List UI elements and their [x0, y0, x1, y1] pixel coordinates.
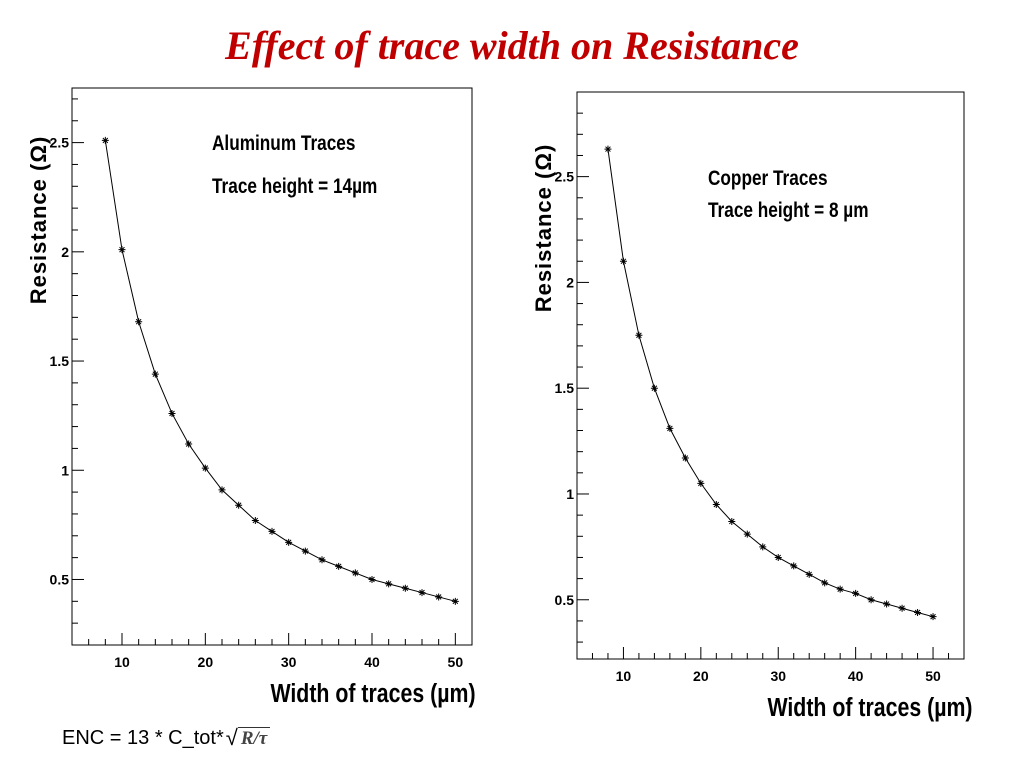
y-tick-label: 1 [566, 486, 574, 502]
x-axis-title: Width of traces (µm) [270, 679, 475, 709]
data-point-marker [451, 597, 459, 605]
data-point-marker [821, 579, 829, 587]
data-point-marker [268, 527, 276, 535]
data-point-marker [681, 454, 689, 462]
data-point-marker [118, 246, 126, 254]
data-point-marker [759, 543, 767, 551]
data-point-marker [418, 589, 426, 597]
data-point-marker [151, 370, 159, 378]
radicand: R/τ [237, 727, 271, 750]
y-tick-label: 0.5 [50, 571, 70, 587]
x-tick-label: 20 [693, 668, 709, 684]
radical-sign: √ [225, 725, 238, 750]
x-tick-label: 40 [848, 668, 864, 684]
x-tick-label: 30 [770, 668, 786, 684]
y-tick-label: 1.5 [50, 353, 70, 369]
y-tick-label: 0.5 [555, 592, 575, 608]
data-point-marker [168, 409, 176, 417]
slide-title: Effect of trace width on Resistance [225, 23, 799, 68]
y-tick-label: 1 [61, 462, 69, 478]
data-point-marker [368, 575, 376, 583]
series-line [607, 149, 934, 618]
data-point-marker [774, 553, 782, 561]
data-point-marker [318, 556, 326, 564]
plot-annotation: Trace height = 8 µm [708, 200, 869, 223]
data-point-marker [697, 479, 705, 487]
data-point-marker [619, 257, 627, 265]
data-point-marker [929, 613, 937, 621]
data-point-marker [867, 596, 875, 604]
series-line [104, 140, 456, 602]
data-point-marker [285, 538, 293, 546]
data-point-marker [743, 530, 751, 538]
plot-annotation: Trace height = 14µm [212, 176, 377, 199]
data-point-marker [251, 516, 259, 524]
x-tick-label: 30 [281, 654, 297, 670]
enc-formula: ENC = 13 * C_tot* √ R/τ [62, 725, 271, 750]
data-point-marker [728, 517, 736, 525]
x-tick-label: 40 [364, 654, 380, 670]
y-tick-label: 2 [566, 274, 574, 290]
y-axis-title: Resistance (Ω) [531, 144, 556, 313]
y-tick-label: 2.5 [50, 135, 70, 151]
y-tick-label: 1.5 [555, 380, 575, 396]
data-point-marker [435, 593, 443, 601]
x-tick-label: 50 [448, 654, 464, 670]
plot-annotation: Aluminum Traces [212, 133, 355, 156]
x-axis-title: Width of traces (µm) [767, 693, 972, 723]
formula-prefix: ENC = 13 * C_tot* [62, 727, 224, 749]
data-point-marker [101, 136, 109, 144]
data-point-marker [301, 547, 309, 555]
data-point-marker [805, 570, 813, 578]
data-point-marker [335, 562, 343, 570]
data-point-marker [836, 585, 844, 593]
data-point-marker [235, 501, 243, 509]
x-tick-label: 10 [616, 668, 632, 684]
data-point-marker [650, 384, 658, 392]
x-tick-label: 10 [114, 654, 130, 670]
data-point-marker [712, 501, 720, 509]
data-point-marker [914, 608, 922, 616]
data-point-marker [604, 145, 612, 153]
x-tick-label: 20 [198, 654, 214, 670]
data-point-marker [385, 580, 393, 588]
y-tick-label: 2.5 [555, 169, 575, 185]
data-point-marker [790, 562, 798, 570]
data-point-marker [666, 424, 674, 432]
y-tick-label: 2 [61, 244, 69, 260]
data-point-marker [351, 569, 359, 577]
plot-annotation: Copper Traces [708, 168, 828, 191]
data-point-marker [852, 589, 860, 597]
data-point-marker [401, 584, 409, 592]
square-root-expression: √ R/τ [225, 725, 271, 750]
data-point-marker [898, 604, 906, 612]
data-point-marker [635, 331, 643, 339]
data-point-marker [135, 318, 143, 326]
data-point-marker [185, 440, 193, 448]
data-point-marker [218, 486, 226, 494]
data-point-marker [201, 464, 209, 472]
plot-frame [71, 87, 473, 646]
plot-frame [576, 91, 965, 660]
y-axis-title: Resistance (Ω) [26, 136, 51, 305]
data-point-marker [883, 600, 891, 608]
x-tick-label: 50 [925, 668, 941, 684]
